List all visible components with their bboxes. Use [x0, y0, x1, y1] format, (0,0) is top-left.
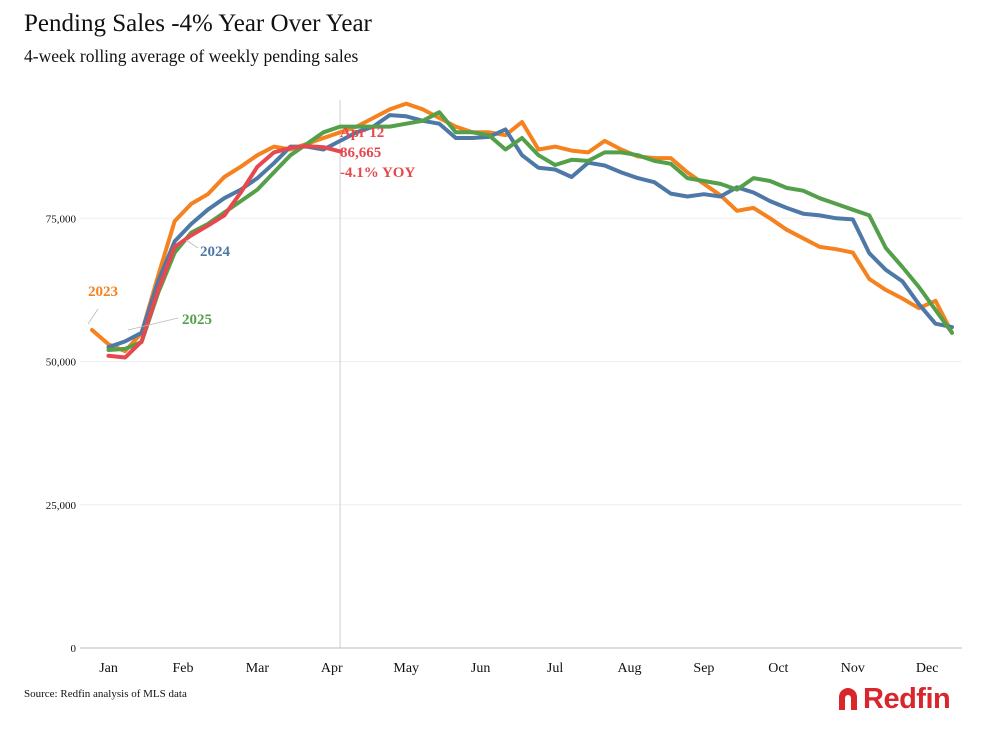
- redfin-logo-icon: [839, 688, 857, 710]
- x-tick-label: Nov: [841, 661, 865, 676]
- label-leader-2023: [87, 308, 99, 325]
- x-tick-label: Feb: [172, 661, 193, 676]
- series-line-2023: [90, 101, 954, 354]
- label-leader-2024: [185, 239, 199, 249]
- series-line-2025: [106, 110, 954, 352]
- series-lines: [90, 101, 954, 360]
- x-axis-ticks: Jan Feb Mar Apr May Jun Jul Aug Sep Oct Nov Dec: [99, 661, 938, 676]
- y-tick-label: 25,000: [46, 500, 77, 512]
- x-tick-label: Mar: [246, 661, 270, 676]
- series-line-2025-current: [106, 144, 343, 360]
- series-label-2024: 2024: [200, 244, 231, 260]
- gridlines: [80, 217, 962, 506]
- x-tick-label: Jun: [471, 661, 490, 676]
- series-label-2025: 2025: [182, 312, 212, 328]
- source-note: Source: Redfin analysis of MLS data: [24, 688, 187, 700]
- y-tick-label: 50,000: [46, 357, 77, 369]
- annotation-date: Apr 12: [340, 125, 384, 141]
- chart-subtitle: 4-week rolling average of weekly pending…: [24, 46, 359, 66]
- series-labels: 2023 2024 2025: [87, 239, 231, 331]
- annotation-yoy: -4.1% YOY: [340, 165, 415, 181]
- chart-title: Pending Sales -4% Year Over Year: [24, 10, 372, 37]
- x-tick-label: Apr: [321, 661, 343, 676]
- y-tick-label: 75,000: [46, 213, 77, 225]
- y-axis-ticks: 0 25,000 50,000 75,000: [46, 213, 77, 655]
- y-tick-label: 0: [71, 643, 77, 655]
- current-annotation: Apr 12 86,665 -4.1% YOY: [340, 125, 415, 181]
- annotation-value: 86,665: [340, 145, 381, 161]
- brand-name: Redfin: [863, 682, 951, 715]
- series-line-2024: [106, 113, 954, 350]
- x-tick-label: Oct: [768, 661, 788, 676]
- x-tick-label: May: [393, 661, 419, 676]
- x-tick-label: Aug: [617, 661, 641, 676]
- label-leader-2025: [127, 317, 179, 331]
- x-tick-label: Jul: [547, 661, 563, 676]
- x-tick-label: Dec: [916, 661, 939, 676]
- series-label-2023: 2023: [88, 284, 118, 300]
- x-tick-label: Jan: [99, 661, 118, 676]
- x-tick-label: Sep: [693, 661, 714, 676]
- redfin-logo: Redfin: [836, 681, 951, 717]
